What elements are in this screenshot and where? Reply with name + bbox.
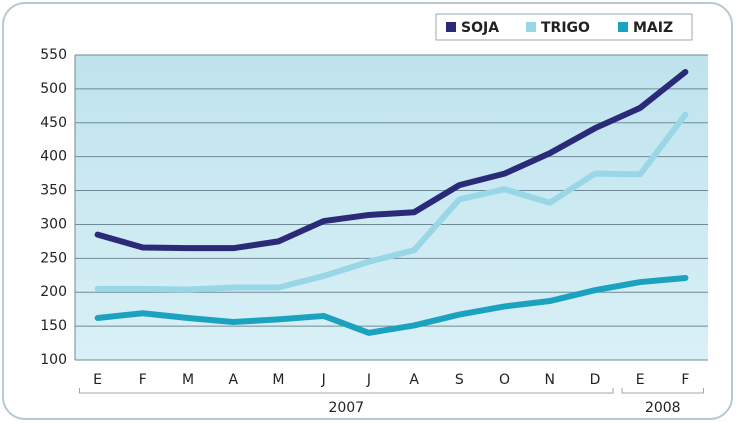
x-tick-label: N — [545, 372, 555, 388]
x-tick-label: A — [228, 372, 238, 388]
x-group-label: 2008 — [645, 400, 681, 416]
legend-swatch — [446, 22, 456, 32]
legend-label: SOJA — [461, 20, 499, 36]
y-tick-label: 250 — [40, 250, 67, 266]
x-tick-label: M — [272, 372, 284, 388]
x-tick-label: S — [455, 372, 464, 388]
y-tick-label: 500 — [40, 81, 67, 97]
x-tick-label: F — [139, 372, 147, 388]
line — [94, 274, 689, 336]
x-tick-label: A — [409, 372, 419, 388]
y-tick-label: 450 — [40, 115, 67, 131]
x-tick-label: E — [636, 372, 645, 388]
x-tick-label: J — [366, 372, 371, 388]
line — [94, 111, 689, 293]
plot-area — [75, 55, 708, 360]
y-tick-label: 200 — [40, 284, 67, 300]
legend-swatch — [526, 22, 536, 32]
x-tick-label: M — [182, 372, 194, 388]
y-tick-label: 300 — [40, 216, 67, 232]
y-tick-label: 350 — [40, 183, 67, 199]
x-tick-label: E — [93, 372, 102, 388]
y-tick-label: 100 — [40, 352, 67, 368]
y-tick-label: 400 — [40, 149, 67, 165]
legend-label: TRIGO — [541, 20, 590, 36]
legend-label: MAIZ — [633, 20, 673, 36]
group-bracket — [79, 388, 614, 394]
group-bracket — [621, 388, 704, 394]
line — [94, 68, 689, 252]
legend-swatch — [618, 22, 628, 32]
legend-box — [435, 13, 693, 41]
x-tick-label: O — [499, 372, 510, 388]
x-group-label: 2007 — [328, 400, 364, 416]
y-tick-label: 150 — [40, 318, 67, 334]
x-tick-label: J — [321, 372, 326, 388]
x-tick-label: D — [590, 372, 601, 388]
y-tick-label: 550 — [40, 47, 67, 63]
x-tick-label: F — [681, 372, 689, 388]
